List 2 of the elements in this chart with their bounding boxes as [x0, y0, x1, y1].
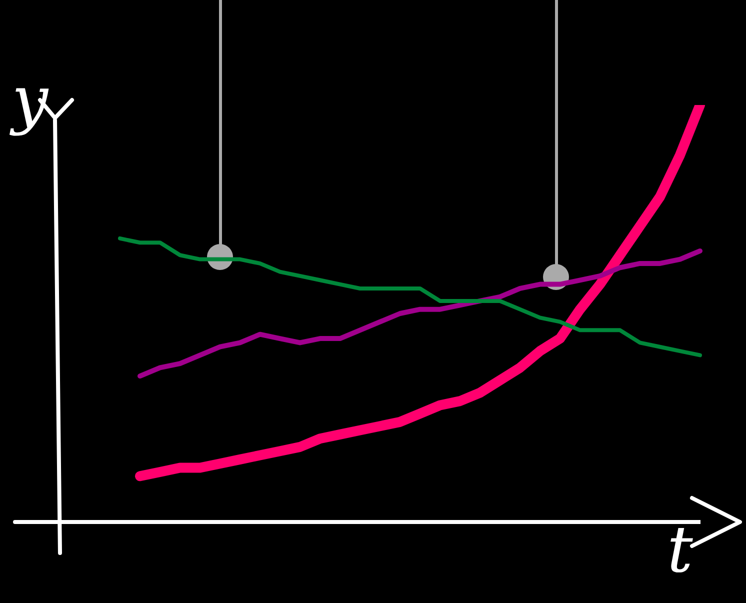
y-axis-title: y	[8, 64, 49, 138]
x-axis-title: t	[667, 514, 694, 588]
